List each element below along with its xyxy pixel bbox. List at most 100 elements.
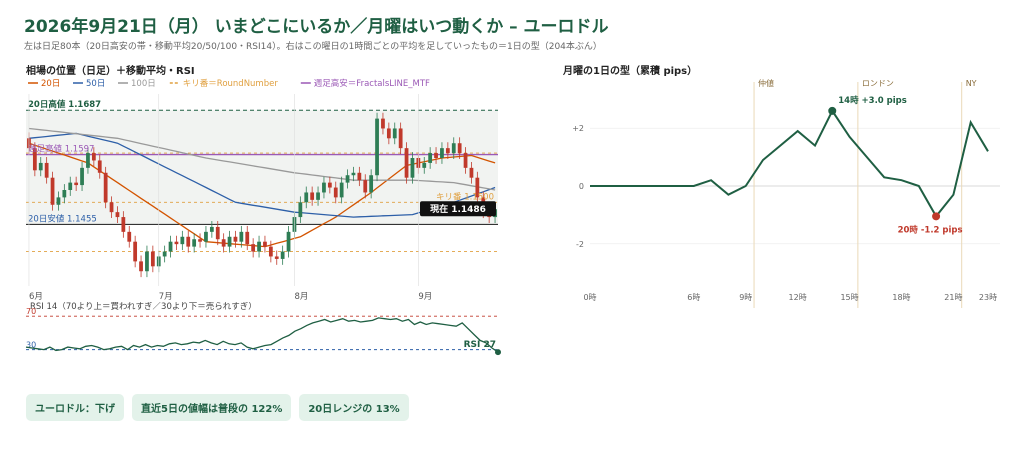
moving-average-ma100 (28, 127, 496, 191)
candle-body (463, 153, 468, 168)
candle-body (280, 251, 285, 259)
candle-body (322, 182, 326, 193)
candle-body (445, 148, 450, 154)
candle-body (404, 148, 409, 178)
candle-body (68, 182, 73, 190)
candle-body (392, 128, 397, 139)
candle-body (333, 187, 338, 198)
candle-body (274, 256, 279, 259)
pattern-chart-title: 月曜の1日の型（累積 pips） (563, 66, 698, 77)
candle-body (204, 231, 208, 242)
page-title: 2026年9月21日（月） いまどこにいるか／月曜はいつ動くか – ユーロドル (24, 17, 609, 37)
rsi-end-point (495, 349, 501, 356)
candle-body (38, 162, 43, 171)
candle-body (127, 231, 132, 242)
rsi-line (25, 317, 499, 353)
min-point (932, 212, 941, 221)
pattern-y-tick: +2 (572, 124, 584, 133)
candle-body (50, 177, 55, 205)
candle-body (221, 239, 226, 247)
max-point (828, 106, 837, 115)
candle-body (239, 231, 244, 242)
moving-average-ma50 (28, 132, 496, 218)
candle-body (369, 175, 374, 193)
candle-body (339, 182, 344, 198)
candle-body (168, 241, 173, 252)
daily-chart-title: 相場の位置（日足）＋移動平均・RSI (26, 66, 195, 77)
candle-body (434, 153, 438, 158)
candle-body (351, 172, 356, 176)
current-price-box (420, 201, 496, 217)
session-label: ロンドン (862, 79, 894, 88)
candle-body (109, 202, 114, 213)
round-number-label: キリ番 1.1500 (436, 191, 494, 202)
candle-body (133, 241, 138, 262)
candle-body (451, 143, 456, 154)
monday-pattern-chart: +2 0 -2 仲値 ロンドン NY 14時 +3.0 pips 20時 -1.2 pips 0… (572, 78, 1000, 308)
legend-label-ma100: 100日 (131, 79, 156, 89)
pattern-x-tick: 12時 (789, 293, 807, 302)
candle-body (469, 167, 474, 178)
badge-trend: ユーロドル：下げ (26, 394, 124, 421)
weekly-high-label: 週足高値 1.1597 (28, 144, 94, 155)
candle-body (257, 241, 261, 252)
legend-label-fractal: 週足高安＝FractalsLINE_MTF (314, 78, 430, 89)
current-price-label: 現在 1.1486 (430, 203, 486, 215)
pattern-y-tick: 0 (579, 182, 584, 191)
rsi-level-label: 30 (26, 341, 36, 350)
candle-body (80, 167, 84, 186)
pattern-y-tick: -2 (576, 240, 584, 249)
candle-body (103, 172, 108, 203)
candle-body (150, 251, 155, 267)
pattern-line (590, 108, 989, 219)
pattern-x-tick: 18時 (892, 293, 910, 302)
candle-body (357, 172, 362, 181)
month-tick-label: 6月 (29, 292, 43, 302)
rsi-level-label: 70 (26, 307, 36, 316)
max-point-label: 14時 +3.0 pips (838, 95, 907, 106)
candle-body (428, 153, 433, 163)
min-point-label: 20時 -1.2 pips (898, 224, 963, 235)
candle-body (251, 244, 256, 252)
candle-body (245, 231, 250, 245)
candle-body (304, 192, 309, 203)
candle-body (209, 226, 214, 232)
candle-body (56, 197, 61, 205)
badge-range-ratio: 直近5日の値幅は普段の 122% (132, 394, 292, 421)
candle-body (410, 158, 415, 178)
candle-body (457, 143, 462, 154)
candle-body (180, 236, 185, 245)
pattern-x-tick: 15時 (840, 293, 858, 302)
candle-body (97, 160, 102, 173)
candle-body (121, 217, 126, 232)
candle-body (186, 236, 191, 247)
candle-body (44, 162, 49, 178)
candle-body (422, 162, 427, 168)
candle-body (32, 148, 37, 171)
month-tick-label: 9月 (418, 292, 432, 302)
session-label: NY (966, 79, 977, 88)
pattern-x-tick: 9時 (739, 293, 752, 302)
candle-body (386, 128, 391, 139)
pattern-x-tick: 6時 (687, 293, 700, 302)
candle-body (263, 241, 267, 247)
candle-body (327, 182, 332, 188)
candle-body (62, 190, 67, 198)
badge-range-position: 20日レンジの 13% (299, 394, 409, 421)
candle-body (363, 180, 368, 193)
candle-body (475, 177, 480, 198)
summary-badges: ユーロドル：下げ 直近5日の値幅は普段の 122% 20日レンジの 13% (26, 394, 409, 421)
candle-body (86, 153, 90, 168)
low-20d-label: 20日安値 1.1455 (28, 213, 97, 224)
candle-body (375, 118, 379, 176)
candle-body (215, 226, 220, 240)
pattern-x-tick: 21時 (944, 293, 962, 302)
pattern-x-tick: 0時 (583, 293, 596, 302)
candle-body (345, 175, 350, 183)
rsi-end-label: RSI 27 (464, 340, 496, 350)
legend-label-ma20: 20日 (41, 79, 60, 89)
candle-body (174, 241, 179, 245)
candle-body (162, 251, 167, 257)
candle-body (298, 202, 303, 218)
candle-body (139, 261, 143, 272)
